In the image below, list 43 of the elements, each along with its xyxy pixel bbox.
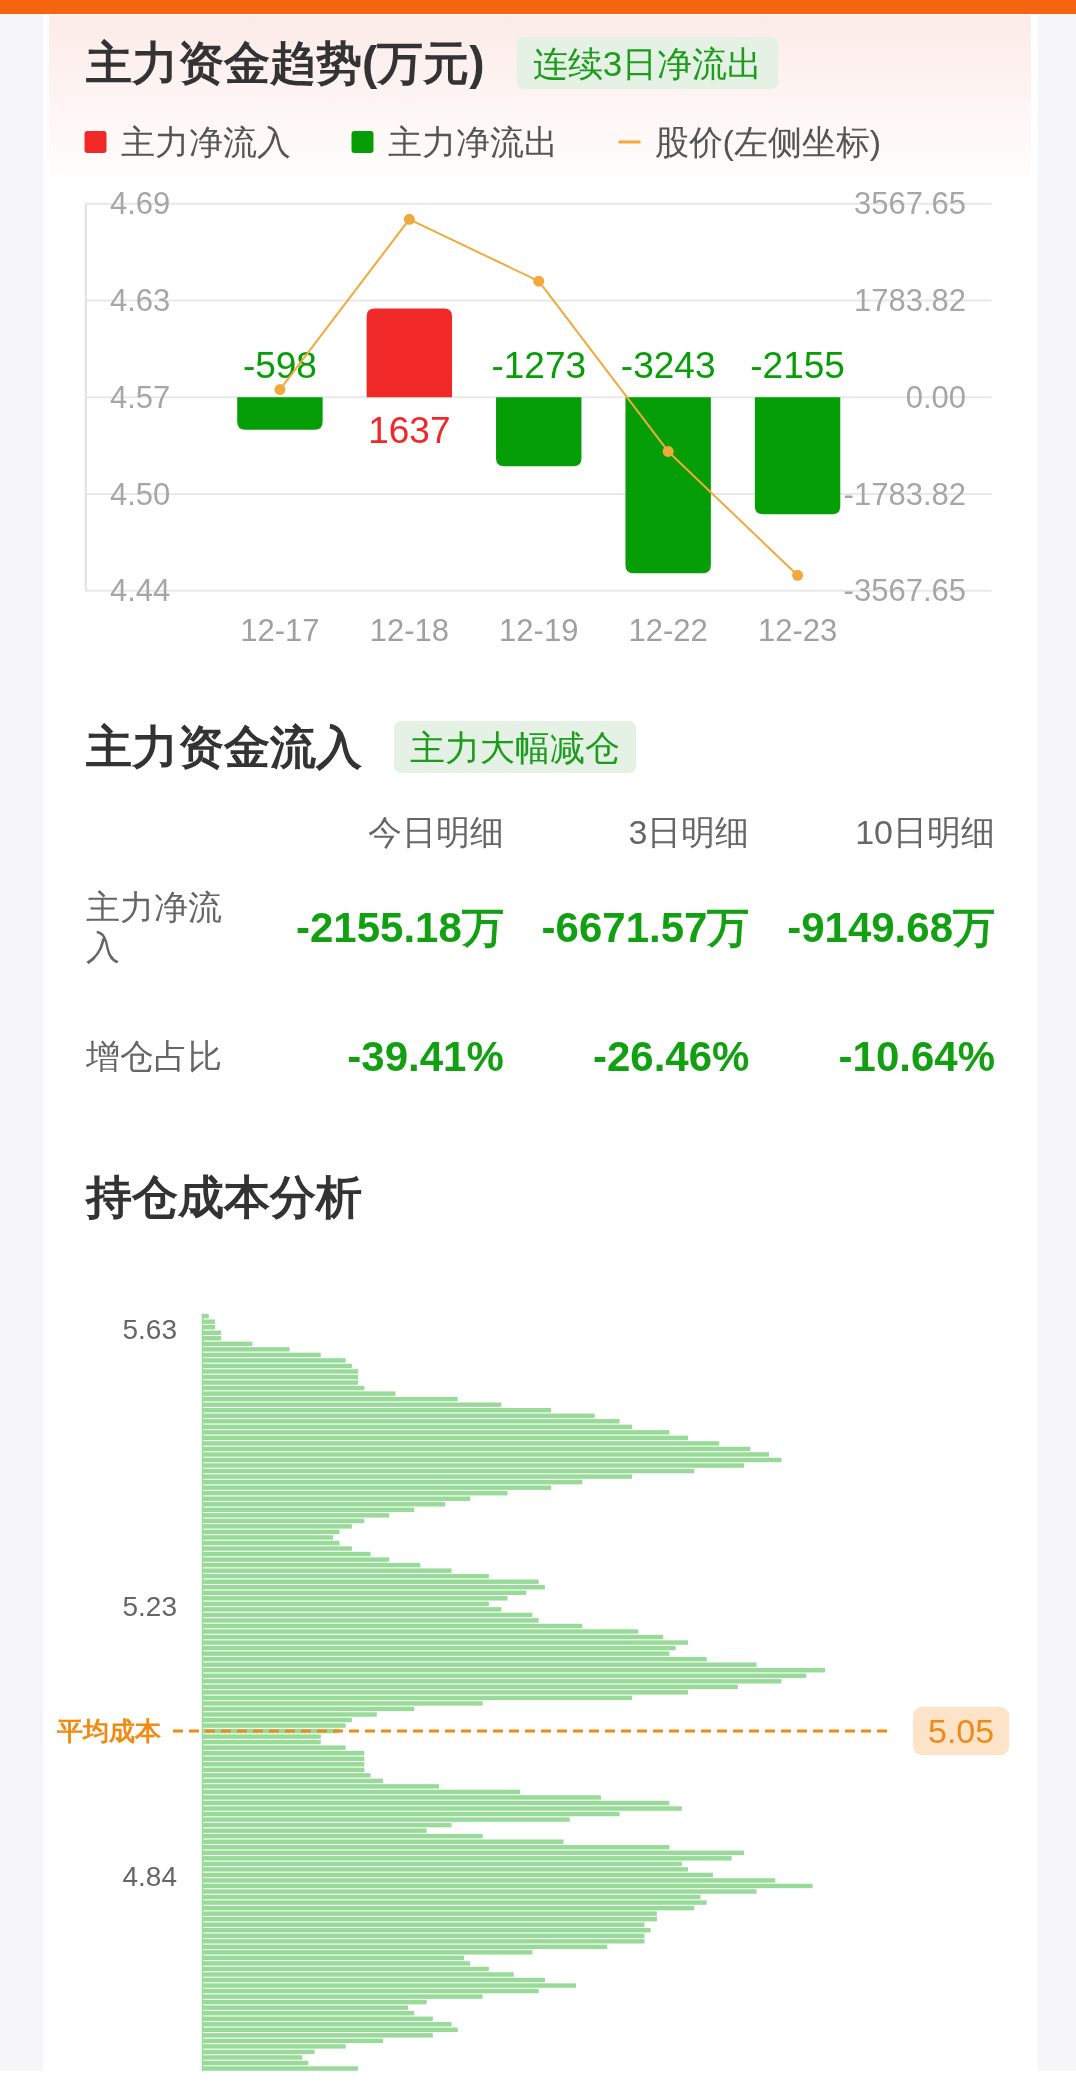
data-label: 1637 xyxy=(368,409,451,451)
y-tick-label: 4.57 xyxy=(110,379,171,415)
y-tick-label: 5.63 xyxy=(122,1314,177,1346)
y-tick-label: 4.84 xyxy=(122,1860,177,1892)
x-tick-label: 12-18 xyxy=(369,612,449,648)
data-label: -10.64% xyxy=(838,1032,995,1080)
text: 增仓占比 xyxy=(85,1037,222,1075)
category-label: 今日明细 xyxy=(367,813,504,851)
data-label: -6671.57万 xyxy=(541,903,750,951)
data-label: -2155 xyxy=(750,344,845,386)
y2-tick-label: 3567.65 xyxy=(853,186,966,222)
ref-line-label: 平均成本 xyxy=(56,1716,162,1747)
y2-tick-label: -1783.82 xyxy=(843,476,966,512)
data-label: -39.41% xyxy=(347,1032,504,1080)
text: 主力净流入 xyxy=(86,888,222,966)
x-tick-label: 12-17 xyxy=(240,612,320,648)
y2-tick-label: 1783.82 xyxy=(853,283,966,319)
y-tick-label: 4.50 xyxy=(110,476,171,512)
text: 主力大幅减仓 xyxy=(410,727,620,767)
y2-tick-label: -3567.65 xyxy=(843,573,966,609)
category-label: 10日明细 xyxy=(855,813,995,851)
data-label: -1273 xyxy=(491,344,587,386)
y-tick-label: 5.23 xyxy=(122,1591,177,1623)
x-tick-label: 12-22 xyxy=(628,612,708,648)
x-tick-label: 12-23 xyxy=(757,612,838,648)
chart-title: 主力资金趋势(万元) xyxy=(86,37,485,89)
data-label: -2155.18万 xyxy=(295,903,504,951)
x-tick-label: 12-19 xyxy=(499,612,579,648)
data-label: -3243 xyxy=(620,344,716,386)
chart-title: 持仓成本分析 xyxy=(84,1171,362,1223)
y-tick-label: 4.44 xyxy=(110,573,171,609)
legend-label: 主力净流出 xyxy=(387,123,558,161)
text: 主力资金流入 xyxy=(86,721,363,773)
legend-label: 股价(左侧坐标) xyxy=(654,123,882,161)
y-tick-label: 4.63 xyxy=(110,283,171,319)
legend-label: 主力净流入 xyxy=(120,123,291,161)
y-tick-label: 4.69 xyxy=(110,186,171,222)
data-label: -26.46% xyxy=(592,1032,750,1080)
data-label: -9149.68万 xyxy=(787,903,995,951)
category-label: 3日明细 xyxy=(628,813,750,851)
text: 5.05 xyxy=(928,1712,995,1751)
y2-tick-label: 0.00 xyxy=(905,379,966,415)
chart-subtitle: 连续3日净流出 xyxy=(532,43,763,83)
